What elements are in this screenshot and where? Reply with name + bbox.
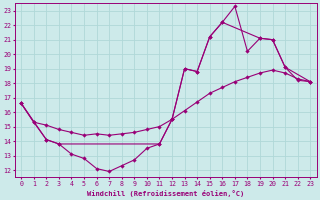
X-axis label: Windchill (Refroidissement éolien,°C): Windchill (Refroidissement éolien,°C) xyxy=(87,190,244,197)
